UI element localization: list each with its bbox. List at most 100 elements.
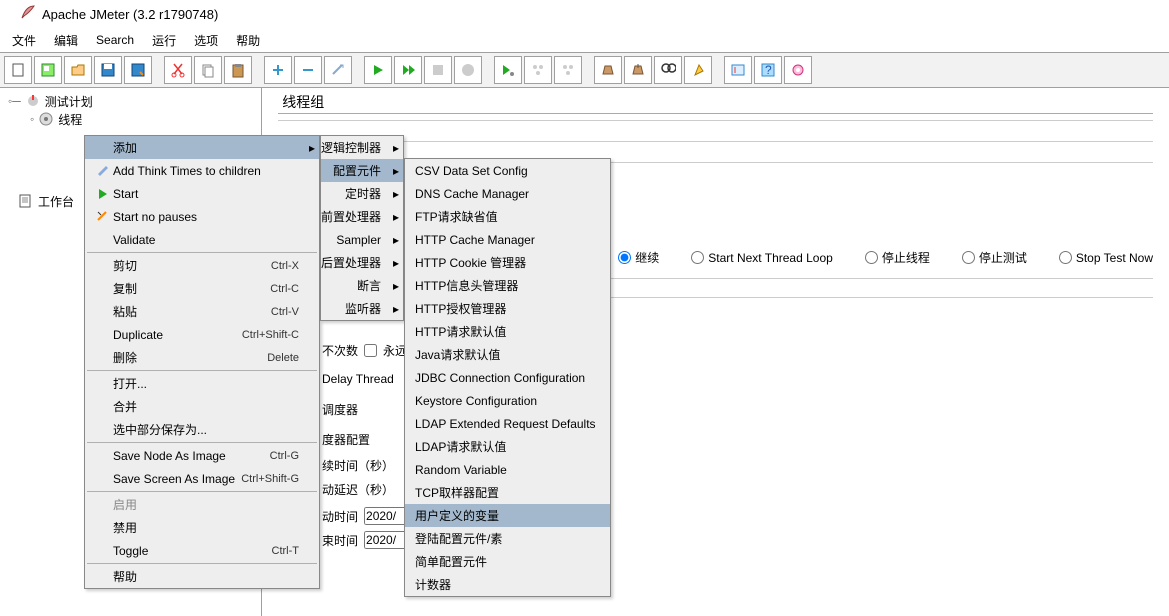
menu-edit[interactable]: 编辑: [46, 30, 86, 51]
expand-icon[interactable]: [264, 56, 292, 84]
menu-search[interactable]: Search: [88, 31, 142, 49]
tree-node-testplan[interactable]: ◦─ 测试计划: [2, 92, 259, 110]
cfg-item-1[interactable]: DNS Cache Manager: [405, 182, 610, 205]
cut-icon[interactable]: [164, 56, 192, 84]
cfg-item-8[interactable]: Java请求默认值: [405, 343, 610, 366]
cfg-item-18[interactable]: 计数器: [405, 573, 610, 596]
ctx-add-think[interactable]: Add Think Times to children: [85, 159, 319, 182]
reset-search-icon[interactable]: [684, 56, 712, 84]
ctx-delete[interactable]: 删除Delete: [85, 346, 319, 369]
function-icon[interactable]: [724, 56, 752, 84]
sub-timer[interactable]: 定时器▸: [321, 182, 403, 205]
sub-logic[interactable]: 逻辑控制器▸: [321, 136, 403, 159]
tree-label-threadgroup: 线程: [58, 111, 82, 128]
ctx-toggle[interactable]: ToggleCtrl-T: [85, 539, 319, 562]
ctx-validate[interactable]: Validate: [85, 228, 319, 251]
cfg-item-6[interactable]: HTTP授权管理器: [405, 297, 610, 320]
ctx-save-node[interactable]: Save Node As ImageCtrl-G: [85, 444, 319, 467]
ctx-save-sel[interactable]: 选中部分保存为...: [85, 418, 319, 441]
save-icon[interactable]: [94, 56, 122, 84]
sub-listener[interactable]: 监听器▸: [321, 297, 403, 320]
cfg-item-15[interactable]: 用户定义的变量: [405, 504, 610, 527]
sched-cfg-label: 度器配置: [322, 431, 370, 448]
sub-assert[interactable]: 断言▸: [321, 274, 403, 297]
start-time-label: 动时间: [322, 508, 358, 525]
cfg-item-14[interactable]: TCP取样器配置: [405, 481, 610, 504]
loop-forever-check[interactable]: [364, 344, 377, 357]
end-time-label: 束时间: [322, 532, 358, 549]
paste-icon[interactable]: [224, 56, 252, 84]
sub-pre[interactable]: 前置处理器▸: [321, 205, 403, 228]
sub-config[interactable]: 配置元件▸: [321, 159, 403, 182]
svg-text:?: ?: [765, 63, 772, 77]
cfg-item-10[interactable]: Keystore Configuration: [405, 389, 610, 412]
menu-options[interactable]: 选项: [186, 30, 226, 51]
save-as-icon[interactable]: [124, 56, 152, 84]
radio-continue[interactable]: 继续: [618, 249, 659, 266]
menu-run[interactable]: 运行: [144, 30, 184, 51]
ctx-paste[interactable]: 粘贴Ctrl-V: [85, 300, 319, 323]
cfg-item-5[interactable]: HTTP信息头管理器: [405, 274, 610, 297]
dur-label: 续时间（秒）: [322, 457, 394, 474]
ctx-add[interactable]: 添加▸: [85, 136, 319, 159]
window-title: Apache JMeter (3.2 r1790748): [24, 7, 218, 22]
menu-file[interactable]: 文件: [4, 30, 44, 51]
ctx-start-no-pauses[interactable]: Start no pauses: [85, 205, 319, 228]
ctx-duplicate[interactable]: DuplicateCtrl+Shift-C: [85, 323, 319, 346]
ctx-start[interactable]: Start: [85, 182, 319, 205]
remote-stop-icon[interactable]: [554, 56, 582, 84]
clear-icon[interactable]: [594, 56, 622, 84]
copy-icon[interactable]: [194, 56, 222, 84]
ctx-save-screen[interactable]: Save Screen As ImageCtrl+Shift-G: [85, 467, 319, 490]
ctx-copy[interactable]: 复制Ctrl-C: [85, 277, 319, 300]
tree-label-workbench: 工作台: [38, 193, 74, 210]
remote-start-all-icon[interactable]: [524, 56, 552, 84]
delay-label: 动延迟（秒）: [322, 481, 394, 498]
shutdown-icon[interactable]: [454, 56, 482, 84]
templates-icon[interactable]: [34, 56, 62, 84]
ctx-open[interactable]: 打开...: [85, 372, 319, 395]
cfg-item-13[interactable]: Random Variable: [405, 458, 610, 481]
ctx-merge[interactable]: 合并: [85, 395, 319, 418]
cfg-item-12[interactable]: LDAP请求默认值: [405, 435, 610, 458]
radio-stop-test[interactable]: 停止测试: [962, 249, 1027, 266]
title-bar: Apache JMeter (3.2 r1790748): [0, 0, 1169, 28]
cfg-item-9[interactable]: JDBC Connection Configuration: [405, 366, 610, 389]
tree-node-threadgroup[interactable]: ◦ 线程: [2, 110, 259, 128]
radio-start-next[interactable]: Start Next Thread Loop: [691, 251, 833, 265]
radio-stop-now[interactable]: Stop Test Now: [1059, 251, 1153, 265]
clear-all-icon[interactable]: [624, 56, 652, 84]
options-icon[interactable]: [784, 56, 812, 84]
ctx-disable[interactable]: 禁用: [85, 516, 319, 539]
start-icon[interactable]: [364, 56, 392, 84]
ctx-enable: 启用: [85, 493, 319, 516]
panel-title: 线程组: [278, 92, 1153, 114]
cfg-item-7[interactable]: HTTP请求默认值: [405, 320, 610, 343]
sub-sampler[interactable]: Sampler▸: [321, 228, 403, 251]
sub-post[interactable]: 后置处理器▸: [321, 251, 403, 274]
open-icon[interactable]: [64, 56, 92, 84]
cfg-item-2[interactable]: FTP请求缺省值: [405, 205, 610, 228]
help-icon[interactable]: ?: [754, 56, 782, 84]
ctx-cut[interactable]: 剪切Ctrl-X: [85, 254, 319, 277]
radio-stop-thread[interactable]: 停止线程: [865, 249, 930, 266]
loop-count-label: 不次数: [322, 342, 358, 359]
start-no-pause-icon[interactable]: [394, 56, 422, 84]
menu-help[interactable]: 帮助: [228, 30, 268, 51]
collapse-icon[interactable]: [294, 56, 322, 84]
ctx-help[interactable]: 帮助: [85, 565, 319, 588]
new-icon[interactable]: [4, 56, 32, 84]
toggle-icon[interactable]: [324, 56, 352, 84]
scheduler-label: 调度器: [322, 401, 358, 418]
search-icon[interactable]: [654, 56, 682, 84]
cfg-item-0[interactable]: CSV Data Set Config: [405, 159, 610, 182]
cfg-item-3[interactable]: HTTP Cache Manager: [405, 228, 610, 251]
app-icon: [20, 4, 36, 20]
cfg-item-17[interactable]: 简单配置元件: [405, 550, 610, 573]
cfg-item-16[interactable]: 登陆配置元件/素: [405, 527, 610, 550]
cfg-item-11[interactable]: LDAP Extended Request Defaults: [405, 412, 610, 435]
stop-icon[interactable]: [424, 56, 452, 84]
remote-start-icon[interactable]: [494, 56, 522, 84]
cfg-item-4[interactable]: HTTP Cookie 管理器: [405, 251, 610, 274]
context-submenu-add: 逻辑控制器▸ 配置元件▸ 定时器▸ 前置处理器▸ Sampler▸ 后置处理器▸…: [320, 135, 404, 321]
